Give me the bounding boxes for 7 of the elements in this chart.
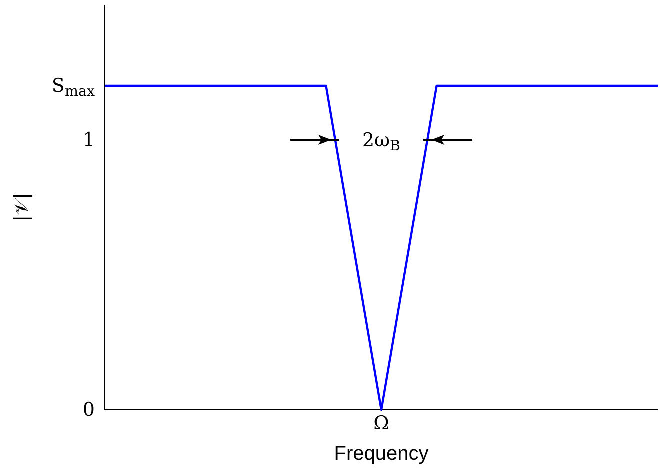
y-tick-label: 1 bbox=[82, 129, 95, 152]
y-axis-title: |𝒱| bbox=[11, 193, 33, 222]
y-tick-label: S$_{max}$ bbox=[52, 75, 95, 100]
x-tick-label: Ω bbox=[374, 412, 390, 434]
annotation: 2ω$_{B}$ bbox=[362, 130, 401, 154]
y-tick-label: 0 bbox=[82, 399, 95, 422]
x-axis-title: Frequency bbox=[334, 443, 429, 465]
